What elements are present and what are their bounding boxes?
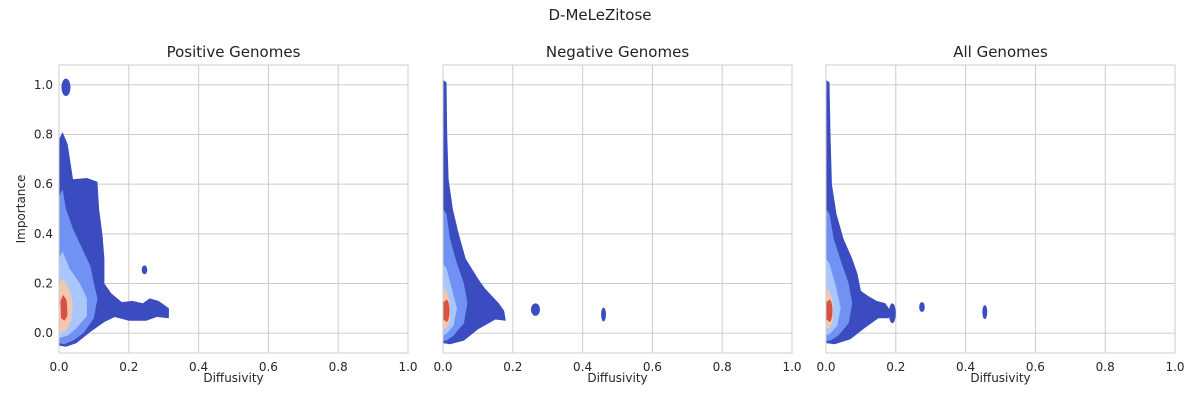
panel-1: Positive Genomes 0.0 0.2 0.4 0.6 0.8 1.0 0.0 0.2… — [14, 43, 418, 385]
x-tick-label: 0.0 — [49, 360, 68, 374]
y-tick-label: 0.4 — [34, 227, 53, 241]
y-tick-label: 1.0 — [34, 78, 53, 92]
x-tick-label: 0.2 — [119, 360, 138, 374]
x-tick-label: 0.2 — [503, 360, 522, 374]
y-tick-label: 0.2 — [34, 276, 53, 290]
x-tick-label: 0.8 — [1096, 360, 1115, 374]
x-tick-label: 0.6 — [259, 360, 278, 374]
x-tick-label: 0.0 — [433, 360, 452, 374]
x-axis-label: Diffusivity — [203, 371, 263, 385]
figure-title: D-MeLeZitose — [548, 6, 652, 24]
x-tick-label: 0.2 — [886, 360, 905, 374]
density-island — [61, 78, 71, 97]
x-tick-label: 0.6 — [1026, 360, 1045, 374]
y-tick-label: 0.8 — [34, 128, 53, 142]
panel-2: Negative Genomes 0.0 0.2 0.4 0.6 0.8 1.0 Diffus… — [433, 43, 801, 385]
axes-frame — [825, 64, 1176, 354]
x-tick-label: 0.4 — [573, 360, 592, 374]
axes-frame — [58, 64, 409, 354]
x-tick-label: 0.0 — [816, 360, 835, 374]
density-island — [982, 305, 988, 319]
x-tick-label: 0.8 — [329, 360, 348, 374]
x-tick-label: 1.0 — [782, 360, 801, 374]
x-tick-label: 0.4 — [189, 360, 208, 374]
density-peak — [443, 299, 450, 322]
x-tick-label: 0.4 — [956, 360, 975, 374]
x-tick-label: 0.6 — [643, 360, 662, 374]
x-tick-label: 1.0 — [1165, 360, 1184, 374]
density-island — [919, 302, 925, 313]
panel-title: All Genomes — [953, 43, 1048, 61]
density-island — [888, 303, 896, 324]
x-axis-label: Diffusivity — [970, 371, 1030, 385]
density-island — [141, 265, 148, 275]
panel-title: Positive Genomes — [167, 43, 301, 61]
density-island — [601, 307, 606, 322]
y-axis-label: Importance — [14, 175, 28, 244]
x-axis-label: Diffusivity — [587, 371, 647, 385]
density-peak — [61, 297, 68, 320]
x-tick-label: 0.8 — [713, 360, 732, 374]
density-island — [530, 303, 541, 316]
y-tick-label: 0.0 — [34, 326, 53, 340]
density-peak — [826, 299, 833, 322]
panel-title: Negative Genomes — [546, 43, 689, 61]
panel-3: All Genomes 0.0 0.2 0.4 0.6 0.8 1.0 Diffusivity — [816, 43, 1184, 385]
x-tick-label: 1.0 — [398, 360, 417, 374]
y-tick-label: 0.6 — [34, 177, 53, 191]
axes-frame — [442, 64, 793, 354]
